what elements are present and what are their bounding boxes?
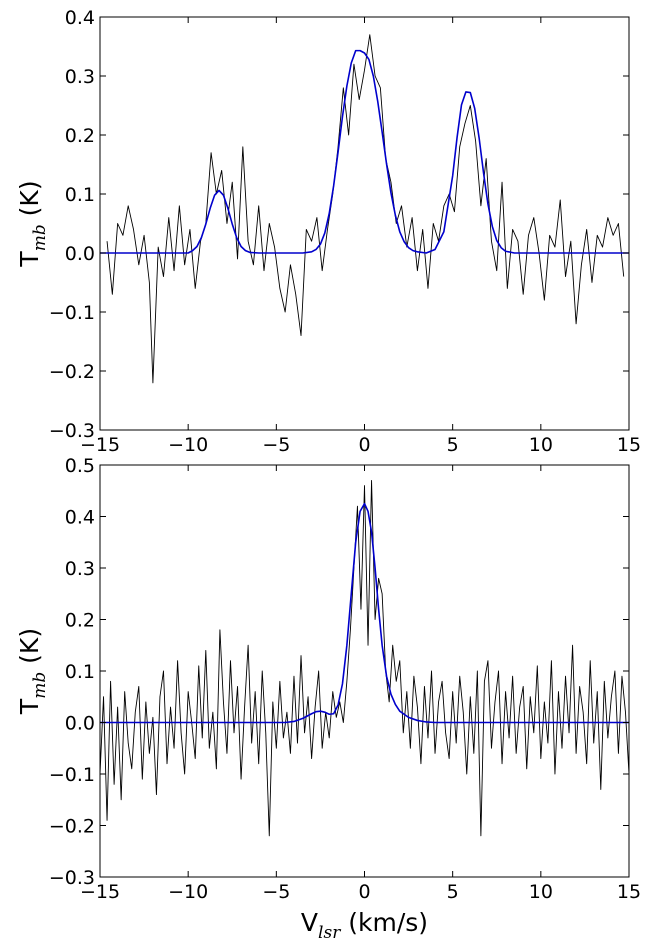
y-tick-label: 0.3 xyxy=(65,66,95,88)
y-tick-label: −0.2 xyxy=(49,816,95,838)
x-tick-label: 10 xyxy=(529,434,553,456)
x-tick-label: 5 xyxy=(447,434,459,456)
x-tick-label: 0 xyxy=(358,434,370,456)
top-spectrum-panel: −15 −10 −5 0 5 10 15 −0.3 −0.2 −0.1 0.0 0.1 0.2 0.3 0.… xyxy=(15,7,641,456)
bottom-x-axis-label-text: Vlsr (km/s) xyxy=(301,908,428,943)
y-tick-label: 0.2 xyxy=(65,610,95,632)
bottom-fit-line xyxy=(100,502,629,724)
x-tick-label: −5 xyxy=(262,434,290,456)
x-tick-label: 15 xyxy=(617,881,641,903)
y-tick-label: 0.1 xyxy=(65,661,95,683)
top-y-axis-label: Tmb (K) xyxy=(15,180,50,267)
bottom-spectrum-line xyxy=(100,480,629,837)
bottom-axis-ticks: −15 −10 −5 0 5 10 15 −0.3 −0.2 −0.1 0.0 0.1 0.2 0.3 0.… xyxy=(49,455,641,903)
y-tick-label: 0.2 xyxy=(65,125,95,147)
top-axis-ticks: −15 −10 −5 0 5 10 15 −0.3 −0.2 −0.1 0.0 0.1 0.2 0.3 0.… xyxy=(49,7,641,456)
top-plot-lines xyxy=(100,34,629,384)
bottom-y-axis-label: Tmb (K) xyxy=(15,628,50,715)
bottom-x-axis-label: Vlsr (km/s) xyxy=(301,908,428,943)
x-tick-label: −15 xyxy=(80,434,120,456)
x-tick-label: 15 xyxy=(617,434,641,456)
top-plot-frame xyxy=(99,16,630,431)
y-tick-label: 0.4 xyxy=(65,507,95,529)
y-tick-label: 0.5 xyxy=(65,455,95,477)
y-tick-label: 0.0 xyxy=(65,713,95,735)
x-tick-label: 10 xyxy=(529,881,553,903)
y-tick-label: 0.3 xyxy=(65,558,95,580)
y-tick-label: 0.0 xyxy=(65,243,95,265)
x-tick-label: 0 xyxy=(358,881,370,903)
top-fit-line xyxy=(100,49,629,254)
x-tick-label: −10 xyxy=(168,434,208,456)
bottom-y-axis-label-text: Tmb (K) xyxy=(15,628,50,715)
y-tick-label: −0.2 xyxy=(49,361,95,383)
y-tick-label: −0.1 xyxy=(49,302,95,324)
top-y-axis-label-text: Tmb (K) xyxy=(15,180,50,267)
bottom-plot-lines xyxy=(100,480,629,837)
bottom-plot-frame xyxy=(99,464,630,878)
bottom-spectrum-panel: −15 −10 −5 0 5 10 15 −0.3 −0.2 −0.1 0.0 0.1 0.2 0.3 0.… xyxy=(15,455,641,943)
y-tick-label: −0.3 xyxy=(49,420,95,442)
top-spectrum-line xyxy=(106,34,625,384)
x-tick-label: −15 xyxy=(80,881,120,903)
y-tick-label: 0.4 xyxy=(65,7,95,29)
y-tick-label: −0.1 xyxy=(49,764,95,786)
x-tick-label: −5 xyxy=(262,881,290,903)
x-tick-label: −10 xyxy=(168,881,208,903)
y-tick-label: 0.1 xyxy=(65,184,95,206)
y-tick-label: −0.3 xyxy=(49,867,95,889)
x-tick-label: 5 xyxy=(447,881,459,903)
